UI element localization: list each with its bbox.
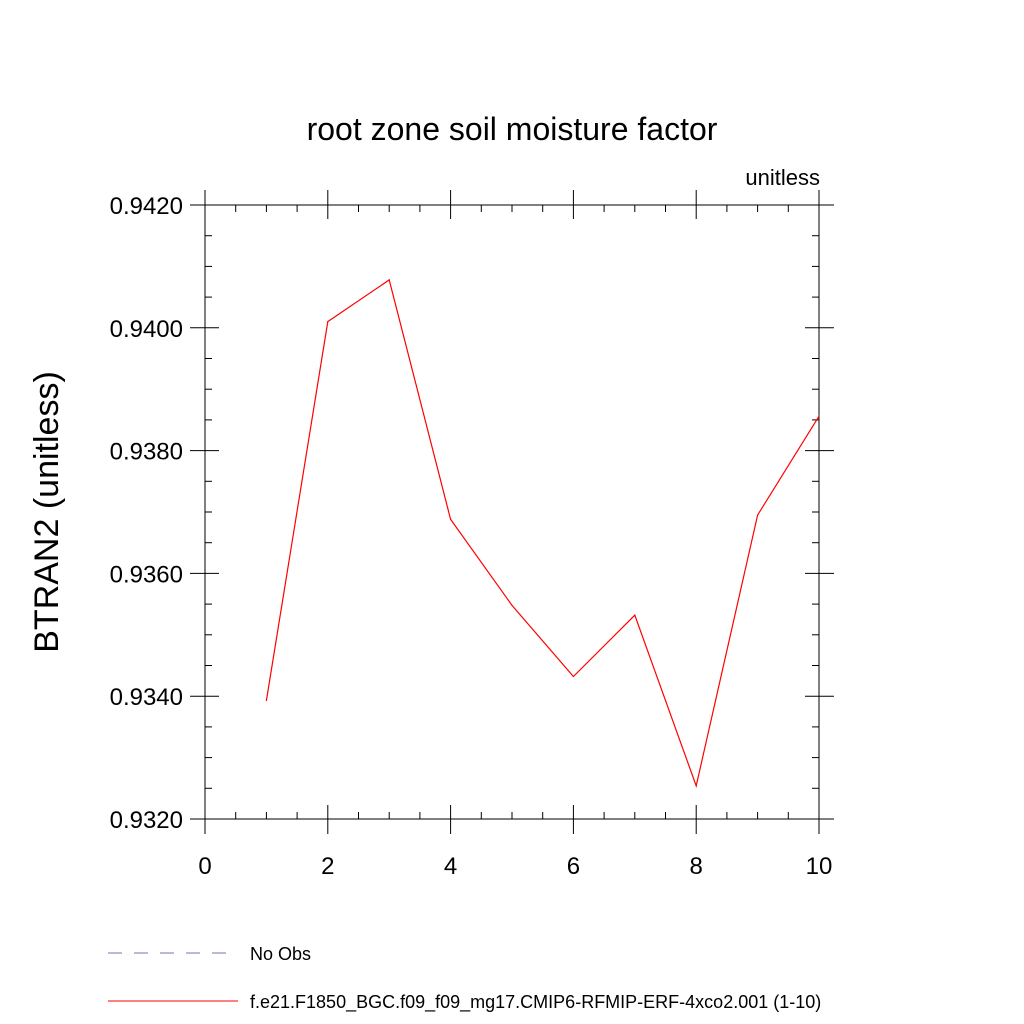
data-point [511,604,513,606]
data-point [572,675,575,678]
data-point [695,785,697,787]
series-line-0 [265,278,820,788]
data-point [634,614,636,616]
y-axis-label: BTRAN2 (unitless) [28,371,66,653]
y-tick-label: 0.9340 [110,684,183,711]
data-point [265,699,267,702]
x-tick-label: 2 [321,853,334,880]
data-point [388,279,390,281]
legend: No Obs f.e21.F1850_BGC.f09_f09_mg17.CMIP6… [108,944,821,1013]
legend-label-0: No Obs [250,944,311,964]
series-layer [265,278,820,788]
x-tick-label: 4 [444,853,457,880]
y-tick-label: 0.9400 [110,316,183,343]
data-point [757,514,759,516]
data-point [450,518,452,520]
y-tick-label: 0.9320 [110,807,183,834]
y-tick-label: 0.9360 [110,561,183,588]
x-tick-label: 10 [806,853,833,880]
axis-ticks: 0 2 4 6 8 10 0.9320 0.9340 0.9360 0.9380 0.9400 0.9… [110,190,834,880]
units-label: unitless [745,165,820,190]
y-tick-label: 0.9380 [110,439,183,466]
x-tick-label: 6 [567,853,580,880]
chart-title: root zone soil moisture factor [307,111,718,147]
y-tick-label: 0.9420 [110,193,183,220]
data-point [327,321,329,323]
data-point [818,415,820,417]
x-tick-label: 0 [198,853,211,880]
x-tick-label: 8 [690,853,703,880]
legend-label-1: f.e21.F1850_BGC.f09_f09_mg17.CMIP6-RFMIP… [250,992,821,1013]
